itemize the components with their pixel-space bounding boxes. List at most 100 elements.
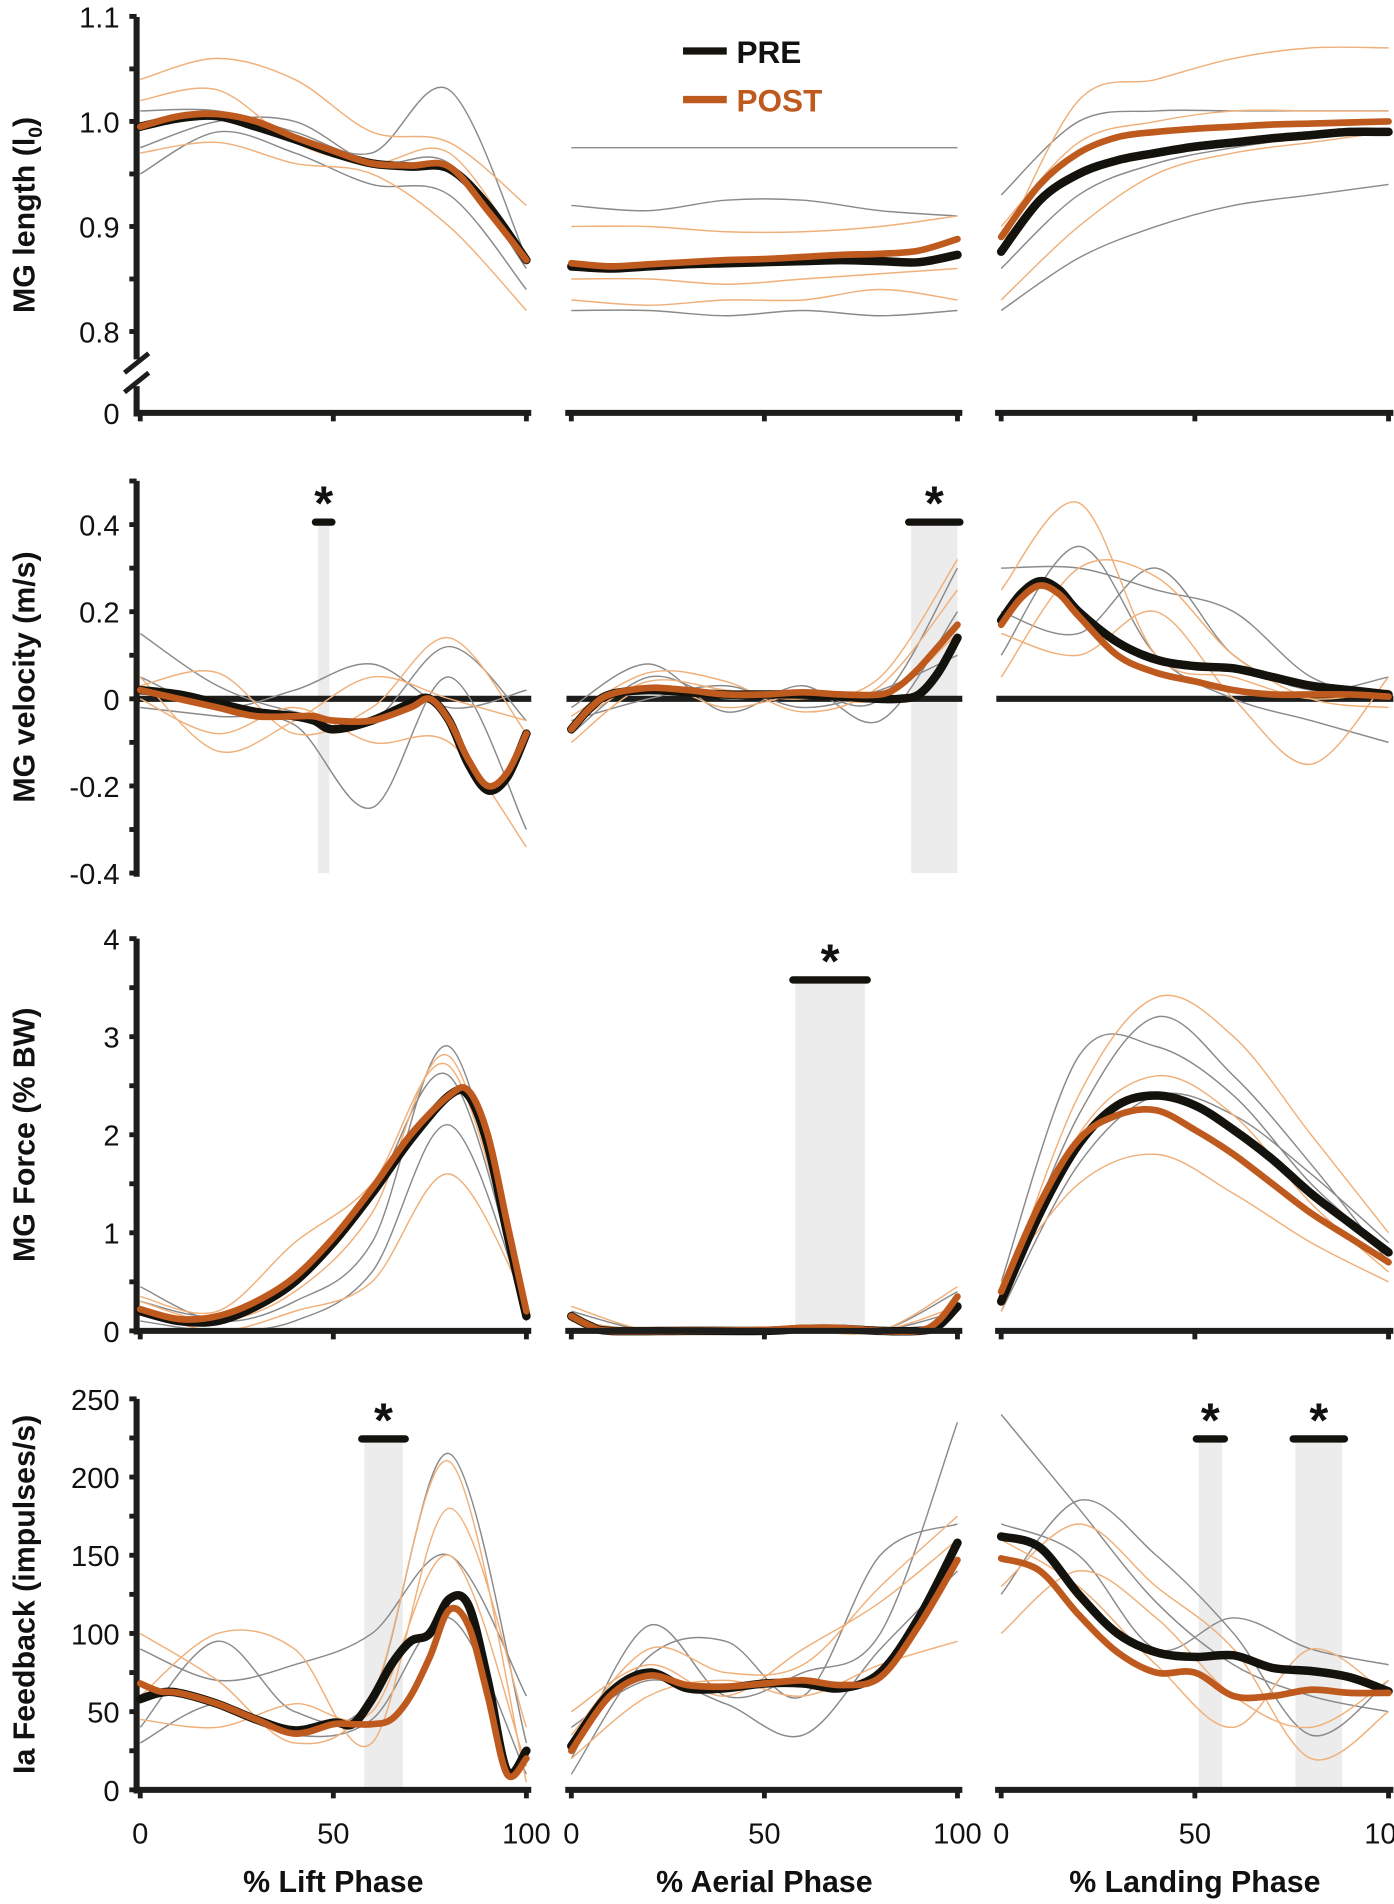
post-individual-trace <box>140 1173 528 1332</box>
post-individual-trace <box>1000 994 1390 1302</box>
pre-individual-trace <box>570 1570 958 1738</box>
y-tick-label: 2 <box>103 1121 119 1153</box>
y-tick-label: 4 <box>103 925 119 957</box>
pre-mean-line <box>996 1532 1393 1696</box>
post-mean-line <box>136 1604 530 1780</box>
post-mean-line <box>997 118 1392 241</box>
x-tick-label: 100 <box>1364 1818 1394 1850</box>
y-tick-label: 0.8 <box>79 317 120 349</box>
post-individual-trace <box>139 1507 528 1747</box>
axis-break-mark <box>122 370 151 395</box>
y-tick-label: 0.4 <box>79 511 120 543</box>
post-mean-line <box>997 1105 1392 1295</box>
post-mean-line <box>136 686 530 790</box>
y-tick-label: 250 <box>71 1385 120 1417</box>
x-tick-label: 0 <box>563 1818 579 1850</box>
post-mean-line <box>136 110 530 264</box>
row-1: MG length (l0) 1.1 1.0 0.9 0.8 0 <box>9 2 1394 431</box>
pre-individual-trace <box>1000 183 1389 312</box>
panel-r4-c3: * * 0 50 100 % Landing Phase <box>993 1394 1394 1899</box>
panel-r3-c1 <box>134 1045 532 1340</box>
y-tick-label: 100 <box>71 1619 120 1651</box>
x-tick-label: 50 <box>317 1818 349 1850</box>
y-tick-label: 0 <box>103 1776 119 1808</box>
pre-mean-line <box>996 576 1393 699</box>
significance-asterisk: * <box>821 935 840 989</box>
pre-individual-trace <box>140 1072 528 1318</box>
significance-asterisk: * <box>925 477 944 531</box>
pre-individual-trace <box>1000 1499 1389 1737</box>
pre-individual-trace <box>1000 567 1389 692</box>
y-tick-label: 0.2 <box>79 598 120 630</box>
significance-shade <box>795 979 865 1331</box>
post-individual-trace <box>571 215 958 234</box>
x-axis-label: % Lift Phase <box>243 1866 423 1899</box>
legend: PRE POST <box>683 34 822 119</box>
y-tick-label: 3 <box>103 1023 119 1055</box>
y-axis-label: MG Force (% BW) <box>9 1007 42 1262</box>
pre-individual-trace <box>1000 1015 1390 1302</box>
post-mean-line <box>997 582 1392 700</box>
post-individual-trace <box>1000 1074 1390 1312</box>
post-individual-trace <box>1000 131 1389 301</box>
post-individual-trace <box>139 675 527 754</box>
post-individual-trace <box>1000 610 1390 765</box>
x-tick-label: 50 <box>1179 1818 1211 1850</box>
post-mean-line <box>136 1084 530 1323</box>
y-tick-label: 150 <box>71 1541 120 1573</box>
pre-individual-trace <box>571 309 958 317</box>
post-individual-trace <box>570 1515 958 1736</box>
y-axis-label: MG velocity (m/s) <box>9 551 42 802</box>
post-individual-trace <box>1000 1523 1389 1761</box>
pre-individual-trace <box>570 1422 959 1759</box>
y-axis-label: Ia Feedback (impulses/s) <box>9 1415 42 1774</box>
pre-mean-line <box>136 1085 531 1327</box>
panel-r2-c2: * <box>566 477 964 874</box>
pre-individual-trace <box>570 567 959 735</box>
post-individual-trace <box>1000 109 1389 227</box>
post-individual-trace <box>140 57 527 207</box>
panel-r3-c3 <box>995 994 1394 1340</box>
panel-r2-c1: * <box>135 477 532 874</box>
post-individual-trace <box>1000 1153 1389 1283</box>
pre-individual-trace <box>140 676 528 830</box>
post-individual-trace <box>570 1539 958 1713</box>
significance-asterisk: * <box>1201 1394 1220 1448</box>
pre-individual-trace <box>1000 545 1389 744</box>
significance-asterisk: * <box>314 477 333 531</box>
post-individual-trace <box>1000 1538 1389 1729</box>
y-tick-label: 1 <box>103 1219 119 1251</box>
post-individual-trace <box>140 141 527 311</box>
row-3: MG Force (% BW) 4 3 2 1 0 * <box>9 925 1394 1349</box>
row-4: Ia Feedback (impulses/s) 250 200 150 100 50 0 *… <box>9 1385 1394 1899</box>
y-tick-label: -0.4 <box>69 859 119 891</box>
post-individual-trace <box>571 288 958 306</box>
significance-asterisk: * <box>1309 1394 1328 1448</box>
y-tick-label: 200 <box>71 1463 120 1495</box>
post-mean-line <box>567 1556 961 1755</box>
x-tick-label: 100 <box>933 1818 982 1850</box>
panel-r3-c2: * <box>565 935 963 1340</box>
y-tick-label: 0.9 <box>79 212 120 244</box>
panel-r1-c3 <box>995 46 1394 422</box>
pre-individual-trace <box>139 1553 528 1697</box>
axis-break-mark <box>122 351 151 375</box>
pre-individual-trace <box>1000 131 1389 270</box>
pre-individual-trace <box>140 1124 528 1332</box>
y-tick-label: 0 <box>103 685 119 717</box>
panel-r4-c2: 0 50 100 % Aerial Phase <box>563 1422 982 1899</box>
post-mean-line <box>567 235 961 270</box>
pre-individual-trace <box>1000 1414 1389 1713</box>
panel-r2-c3 <box>996 501 1394 765</box>
significance-shade <box>1295 1438 1343 1790</box>
x-tick-label: 50 <box>748 1818 780 1850</box>
pre-individual-trace <box>1000 1033 1390 1283</box>
pre-mean-line <box>996 1091 1393 1306</box>
pre-individual-trace <box>139 130 527 290</box>
y-tick-label: -0.2 <box>69 772 119 804</box>
row-2: MG velocity (m/s) 0.4 0.2 0 -0.2 -0.4 * * <box>9 477 1394 891</box>
y-tick-label: 50 <box>87 1698 119 1730</box>
legend-pre-label: PRE <box>736 34 801 70</box>
x-tick-label: 0 <box>993 1818 1009 1850</box>
